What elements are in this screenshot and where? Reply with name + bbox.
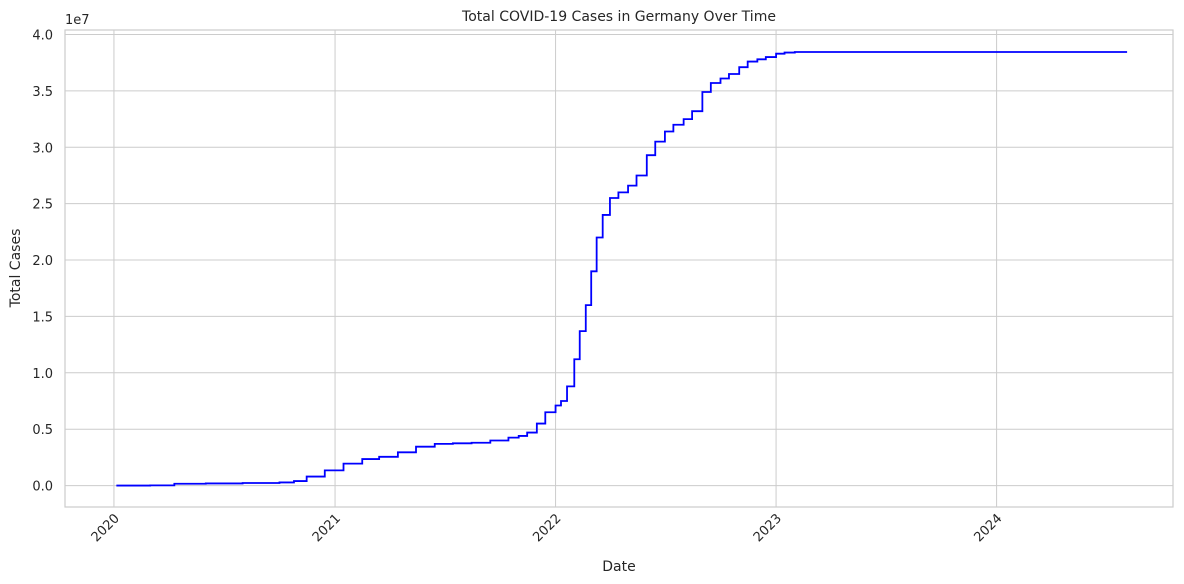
x-tick-label: 2024 xyxy=(971,511,1005,545)
x-tick-label: 2023 xyxy=(751,511,785,545)
x-axis-title: Date xyxy=(602,559,635,575)
plot-area-frame xyxy=(64,29,1174,508)
y-tick-label: 0.5 xyxy=(32,423,53,438)
y-tick-label: 0.0 xyxy=(32,480,53,495)
y-tick-label: 1.0 xyxy=(32,367,53,382)
tick-labels: 0.0 0.5 1.0 1.5 2.0 2.5 3.0 3.5 4.0 2020 2021 2022 2… xyxy=(32,29,1005,546)
chart-title: Total COVID-19 Cases in Germany Over Tim… xyxy=(461,9,776,25)
y-tick-label: 2.5 xyxy=(32,198,53,213)
series-layer xyxy=(116,51,1128,487)
y-tick-label: 4.0 xyxy=(32,29,53,44)
x-tick-label: 2020 xyxy=(89,511,123,545)
x-tick-label: 2022 xyxy=(530,511,564,545)
y-tick-label: 1.5 xyxy=(32,310,53,325)
y-tick-label: 3.0 xyxy=(32,141,53,156)
grid xyxy=(65,30,1173,507)
y-tick-label: 2.0 xyxy=(32,254,53,269)
y-tick-label: 3.5 xyxy=(32,85,53,100)
y-axis-title: Total Cases xyxy=(8,229,24,309)
x-tick-label: 2021 xyxy=(310,511,344,545)
series-line-total-cases xyxy=(116,51,1128,487)
y-offset-label: 1e7 xyxy=(65,13,90,28)
